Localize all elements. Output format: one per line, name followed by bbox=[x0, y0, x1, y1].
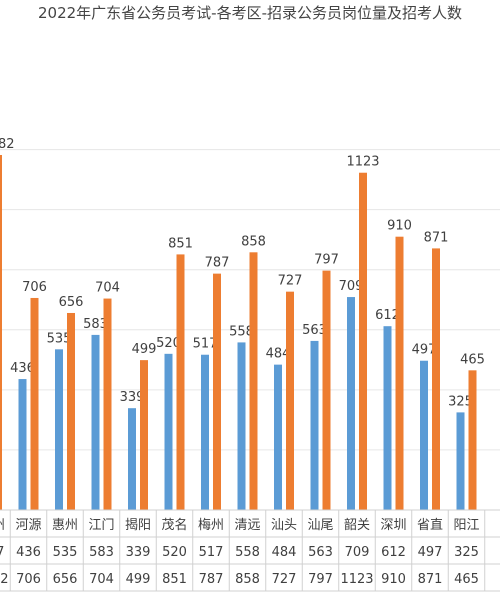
data-label: 706 bbox=[22, 280, 47, 295]
category-label: 茂名 bbox=[161, 517, 187, 533]
data-label: 339 bbox=[120, 390, 145, 405]
table-cell: 497 bbox=[418, 545, 443, 560]
bar-series2 bbox=[249, 252, 258, 511]
data-label: 535 bbox=[47, 331, 72, 346]
category-label: 汕尾 bbox=[307, 518, 333, 533]
data-label: 583 bbox=[83, 317, 108, 332]
table-cell: 325 bbox=[454, 545, 479, 560]
bar-series1 bbox=[420, 360, 428, 510]
bar-series1 bbox=[347, 297, 355, 510]
bar-series2 bbox=[0, 155, 2, 510]
category-label: 惠州 bbox=[52, 518, 78, 533]
data-label: 851 bbox=[168, 236, 193, 251]
chart-title: 2022年广东省公务员考试-各考区-招录公务员岗位量及招考人数 bbox=[37, 4, 462, 22]
bar-series1 bbox=[201, 354, 209, 510]
category-label: 省直 bbox=[417, 518, 443, 533]
data-label: 325 bbox=[448, 394, 473, 409]
table-cell: 871 bbox=[418, 572, 443, 587]
category-label: 江门 bbox=[88, 518, 114, 533]
data-label: 484 bbox=[266, 347, 291, 362]
table-cell: 517 bbox=[199, 545, 224, 560]
table-cell: 1123 bbox=[340, 572, 373, 587]
table-cell: 520 bbox=[162, 545, 187, 560]
data-label: 858 bbox=[241, 234, 266, 249]
data-label: 727 bbox=[278, 274, 303, 289]
bar-series2 bbox=[140, 360, 148, 510]
bar-series1 bbox=[274, 364, 282, 510]
table-cell: 709 bbox=[345, 545, 370, 560]
data-label: 1123 bbox=[346, 155, 379, 170]
table-cell: 436 bbox=[16, 545, 41, 560]
bar-series2 bbox=[359, 172, 367, 510]
data-label: 709 bbox=[339, 279, 364, 294]
data-label: 499 bbox=[132, 342, 157, 357]
table-cell: 558 bbox=[235, 545, 260, 560]
table-cell: 797 bbox=[308, 572, 333, 587]
category-label: 河源 bbox=[15, 518, 41, 533]
table-cell: 1182 bbox=[0, 572, 9, 587]
data-label: 871 bbox=[424, 230, 449, 245]
table-cell: 851 bbox=[162, 572, 187, 587]
data-label: 704 bbox=[95, 281, 120, 296]
table-cell: 339 bbox=[126, 545, 151, 560]
data-label: 497 bbox=[412, 343, 437, 358]
table-cell: 910 bbox=[381, 572, 406, 587]
category-label: 阳江 bbox=[453, 518, 479, 533]
data-label: 520 bbox=[156, 336, 181, 351]
bar-series1 bbox=[383, 326, 392, 510]
bar-series1 bbox=[55, 349, 63, 510]
category-label: 广州 bbox=[0, 518, 5, 533]
category-label: 清远 bbox=[234, 518, 260, 533]
bar-series2 bbox=[213, 273, 221, 510]
data-label: 797 bbox=[314, 253, 339, 268]
data-label: 436 bbox=[10, 361, 35, 376]
table-cell: 484 bbox=[272, 545, 297, 560]
table-cell: 858 bbox=[235, 572, 260, 587]
bar-series2 bbox=[286, 291, 294, 510]
bar-series2 bbox=[395, 236, 404, 510]
table-cell: 583 bbox=[89, 545, 114, 560]
data-label: 612 bbox=[375, 308, 400, 323]
data-label: 1182 bbox=[0, 137, 15, 152]
table-cell: 787 bbox=[199, 572, 224, 587]
table-cell: 656 bbox=[53, 572, 78, 587]
category-label: 深圳 bbox=[380, 518, 406, 533]
bar-series1 bbox=[18, 379, 27, 510]
table-cell: 535 bbox=[53, 545, 78, 560]
bar-series2 bbox=[30, 297, 39, 510]
data-label: 563 bbox=[302, 323, 327, 338]
bar-series1 bbox=[310, 340, 319, 510]
category-label: 梅州 bbox=[198, 518, 224, 533]
data-label: 558 bbox=[229, 324, 254, 339]
data-label: 910 bbox=[387, 219, 412, 234]
bar-series1 bbox=[91, 334, 100, 510]
data-label: 656 bbox=[59, 295, 84, 310]
category-label: 韶关 bbox=[344, 517, 370, 533]
bar-series1 bbox=[237, 342, 246, 510]
bar-series1 bbox=[456, 412, 465, 510]
bar-series2 bbox=[432, 248, 440, 510]
data-label: 517 bbox=[193, 337, 218, 352]
table-cell: 612 bbox=[381, 545, 406, 560]
bar-series2 bbox=[176, 254, 185, 510]
table-cell: 563 bbox=[308, 545, 333, 560]
category-label: 揭阳 bbox=[125, 518, 151, 533]
table-cell: 499 bbox=[126, 572, 151, 587]
bar-series2 bbox=[468, 370, 477, 510]
bar-series1 bbox=[128, 408, 136, 510]
bar-series2 bbox=[67, 312, 75, 510]
table-cell: 737 bbox=[0, 545, 4, 560]
table-cell: 465 bbox=[454, 572, 479, 587]
bar-series1 bbox=[164, 353, 173, 510]
table-cell: 706 bbox=[16, 572, 41, 587]
data-label: 787 bbox=[205, 256, 230, 271]
bar-series2 bbox=[322, 270, 331, 510]
category-label: 汕头 bbox=[271, 518, 297, 533]
bar-series2 bbox=[103, 298, 112, 510]
table-cell: 727 bbox=[272, 572, 297, 587]
data-label: 465 bbox=[460, 352, 485, 367]
table-cell: 704 bbox=[89, 572, 114, 587]
